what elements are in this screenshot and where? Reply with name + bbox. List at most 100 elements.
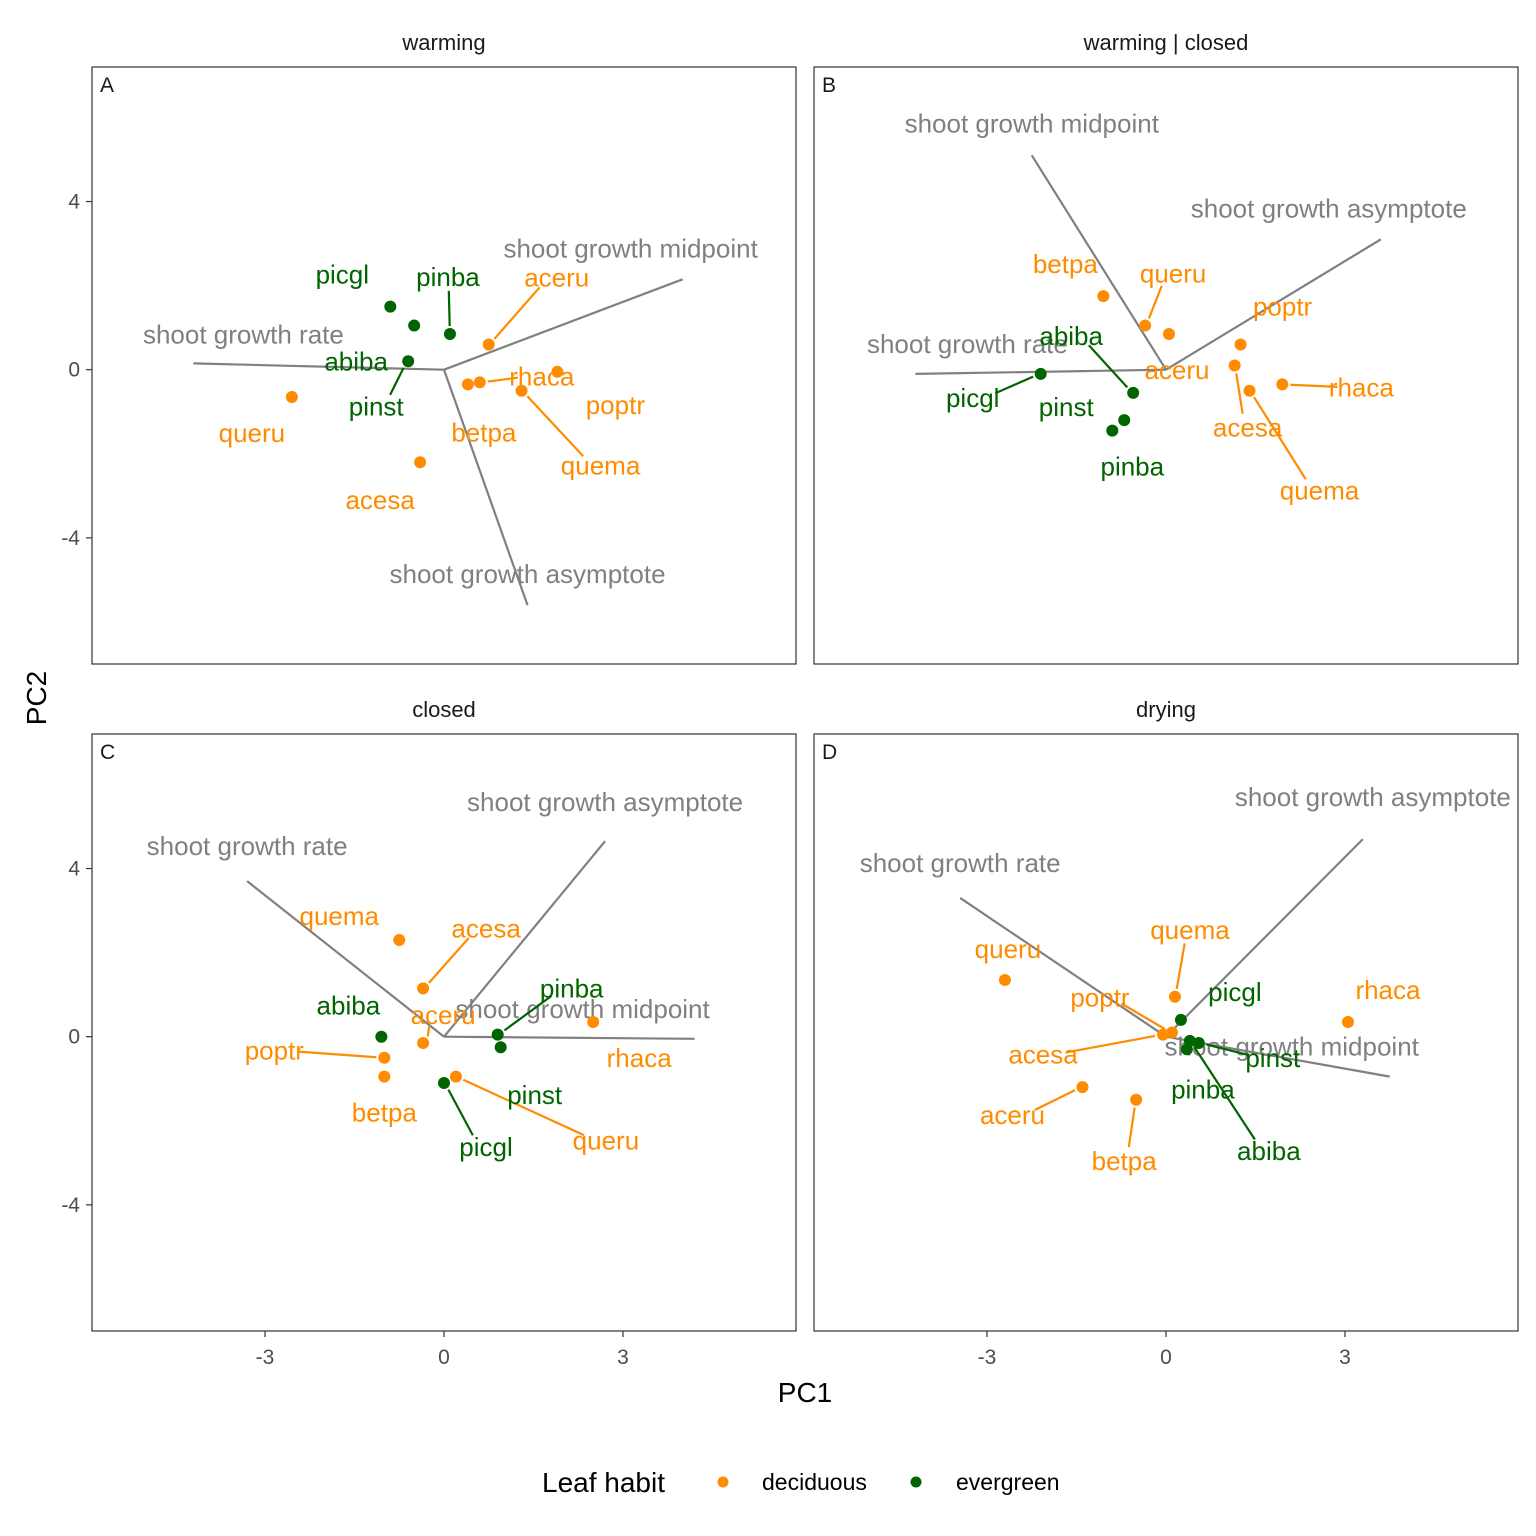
- label-leader-line: [1290, 383, 1338, 388]
- species-point: [1127, 386, 1140, 399]
- label-leader-line: [1193, 1046, 1256, 1141]
- panel-tag: A: [100, 74, 114, 97]
- species-label: quema: [1150, 915, 1230, 945]
- label-leader-line: [1147, 285, 1163, 319]
- y-tick-label: -4: [61, 1194, 80, 1217]
- species-point: [417, 1037, 430, 1050]
- loading-vector: [443, 840, 606, 1038]
- species-label: rhaca: [1355, 975, 1421, 1005]
- species-point: [1118, 414, 1131, 427]
- panel-C: closed C -4 0 4 -3 0 3 shoot growth rate shoot gr…: [61, 697, 797, 1369]
- loading-vector: [443, 1035, 695, 1040]
- x-tick-label: 0: [1160, 1346, 1172, 1369]
- species-label: poptr: [586, 390, 646, 420]
- species-label: quema: [1280, 476, 1360, 506]
- loading-vector-label: shoot growth midpoint: [905, 108, 1160, 138]
- species-point: [515, 384, 528, 397]
- legend-label-deciduous: deciduous: [762, 1469, 867, 1495]
- species-label: queru: [975, 934, 1042, 964]
- species-label: picgl: [459, 1132, 512, 1162]
- species-label: acesa: [1008, 1040, 1078, 1070]
- panel-D: drying D -3 0 3 shoot growth rate shoot growth…: [813, 697, 1519, 1369]
- label-leader-line: [493, 286, 541, 340]
- species-label: pinba: [540, 974, 604, 1004]
- species-point: [408, 319, 421, 332]
- panel-strip-title: drying: [1136, 697, 1196, 722]
- panel-tag: C: [100, 741, 115, 764]
- y-tick-label: 0: [68, 1026, 80, 1049]
- species-label: pinba: [1171, 1074, 1235, 1104]
- species-label: queru: [573, 1126, 640, 1156]
- loading-vector: [246, 880, 445, 1038]
- label-leader-line: [1034, 1089, 1076, 1111]
- species-point: [473, 376, 486, 389]
- species-point: [1192, 1037, 1205, 1050]
- loading-vector-label: shoot growth asymptote: [390, 559, 666, 589]
- species-label: betpa: [1033, 249, 1099, 279]
- species-point: [587, 1015, 600, 1028]
- label-leader-line: [1206, 1043, 1250, 1057]
- species-label: quema: [561, 451, 641, 481]
- species-point: [1076, 1081, 1089, 1094]
- y-tick-label: -4: [61, 527, 80, 550]
- loading-vector: [959, 897, 1167, 1038]
- x-tick-label: -3: [256, 1346, 275, 1369]
- label-leader-line: [426, 1026, 431, 1037]
- species-point: [1341, 1015, 1354, 1028]
- label-leader-line: [447, 290, 451, 327]
- panel-frame: [91, 66, 797, 665]
- loading-vector-label: shoot growth asymptote: [467, 787, 743, 817]
- species-label: rhaca: [607, 1043, 673, 1073]
- x-tick-label: 3: [617, 1346, 629, 1369]
- loading-vector-label: shoot growth asymptote: [1191, 193, 1467, 223]
- label-leader-line: [503, 995, 552, 1032]
- species-label: poptr: [245, 1036, 305, 1066]
- species-label: aceru: [524, 262, 589, 292]
- loading-vector-label: shoot growth rate: [143, 319, 344, 349]
- species-point: [378, 1051, 391, 1064]
- species-label: poptr: [1253, 291, 1313, 321]
- loading-vector-label: shoot growth rate: [860, 848, 1061, 878]
- species-point: [438, 1076, 450, 1089]
- species-label: betpa: [352, 1098, 418, 1128]
- species-point: [461, 378, 474, 391]
- panel-A: warming A -4 0 4 shoot growth rate shoot growt…: [61, 30, 797, 665]
- species-label: aceru: [980, 1100, 1045, 1130]
- species-point: [1106, 424, 1119, 437]
- label-leader-line: [1088, 344, 1129, 389]
- legend: Leaf habit deciduous evergreen: [542, 1467, 1060, 1498]
- species-label: betpa: [451, 417, 517, 447]
- species-point: [1097, 290, 1110, 303]
- label-leader-line: [298, 1050, 377, 1059]
- label-leader-line: [1066, 1034, 1156, 1054]
- legend-key-deciduous: [717, 1476, 729, 1488]
- species-point: [417, 982, 430, 995]
- species-label: aceru: [1144, 355, 1209, 385]
- label-leader-line: [526, 395, 584, 457]
- species-label: abiba: [317, 991, 381, 1021]
- species-point: [1174, 1013, 1187, 1026]
- label-leader-line: [462, 1078, 585, 1137]
- species-point: [1165, 1026, 1178, 1039]
- label-leader-line: [994, 375, 1034, 395]
- legend-label-evergreen: evergreen: [956, 1469, 1060, 1495]
- species-point: [384, 300, 397, 313]
- y-tick-label: 4: [68, 858, 80, 881]
- label-leader-line: [1127, 1107, 1136, 1148]
- species-point: [1157, 1028, 1170, 1041]
- species-label: abiba: [1039, 321, 1103, 351]
- species-point: [402, 355, 415, 368]
- species-label: queru: [219, 418, 286, 448]
- panel-frame: [91, 733, 797, 1332]
- species-point: [1139, 319, 1152, 332]
- loading-vector-label: shoot growth rate: [867, 329, 1068, 359]
- species-label: pinba: [1100, 452, 1164, 482]
- species-point: [1228, 359, 1241, 372]
- y-tick-label: 0: [68, 359, 80, 382]
- loading-vector: [1030, 154, 1167, 371]
- panel-tag: B: [822, 74, 836, 97]
- species-label: acesa: [451, 913, 521, 943]
- loading-vector: [443, 278, 684, 371]
- species-label: aceru: [411, 1000, 476, 1030]
- species-point: [482, 338, 495, 351]
